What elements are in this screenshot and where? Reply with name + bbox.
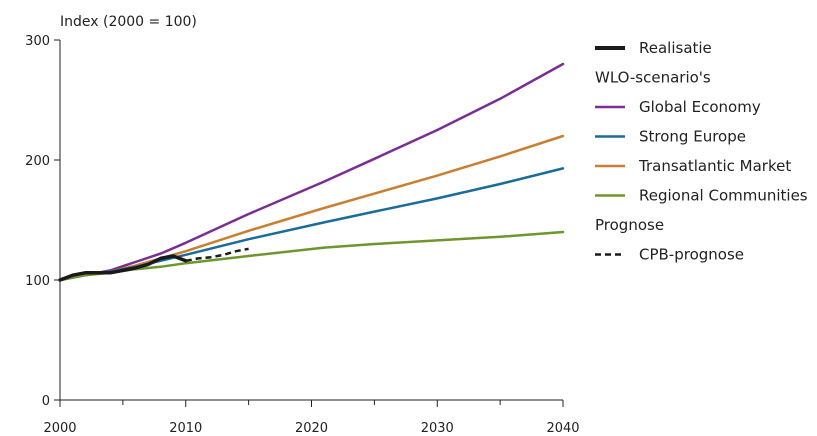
x-tick-label: 2030 xyxy=(421,421,454,436)
y-tick-label: 0 xyxy=(42,394,50,409)
series-line-transatlantic_market xyxy=(58,134,565,282)
legend-heading: Prognose xyxy=(595,216,664,234)
legend-label-cpb_prognose: CPB-prognose xyxy=(639,246,744,264)
y-tick-label: 300 xyxy=(25,34,50,49)
y-tick-label: 100 xyxy=(25,274,50,289)
x-tick-label: 2000 xyxy=(43,421,76,436)
legend-label-realisatie: Realisatie xyxy=(639,39,712,57)
legend-label-strong_europe: Strong Europe xyxy=(639,128,746,146)
legend: Realisatie WLO-scenario's Global Economy St… xyxy=(595,39,808,264)
axes: 0 100 200 300 2000 2010 2020 2030 2040 xyxy=(25,34,579,436)
legend-label-regional_communities: Regional Communities xyxy=(639,187,808,205)
legend-label-transatlantic_market: Transatlantic Market xyxy=(638,157,791,175)
legend-heading: WLO-scenario's xyxy=(595,69,711,87)
series-line-realisatie xyxy=(58,254,188,282)
x-tick-label: 2010 xyxy=(169,421,202,436)
y-tick-label: 200 xyxy=(25,154,50,169)
series-line-cpb_prognose xyxy=(185,247,249,263)
legend-label-global_economy: Global Economy xyxy=(639,98,761,116)
y-axis-title: Index (2000 = 100) xyxy=(60,14,197,30)
x-tick-label: 2020 xyxy=(295,421,328,436)
series-line-global_economy xyxy=(58,62,565,282)
x-tick-label: 2040 xyxy=(546,421,579,436)
series-line-regional_communities xyxy=(58,230,565,282)
series-layer xyxy=(58,62,565,282)
